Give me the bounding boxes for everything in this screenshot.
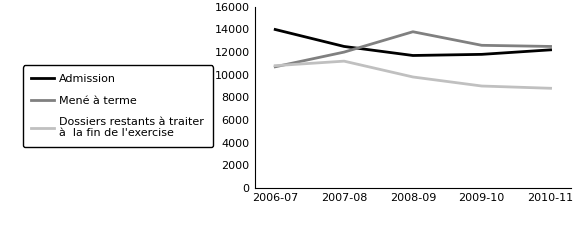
Legend: Admission, Mené à terme, Dossiers restants à traiter
à  la fin de l'exercise: Admission, Mené à terme, Dossiers restan… bbox=[23, 65, 213, 147]
